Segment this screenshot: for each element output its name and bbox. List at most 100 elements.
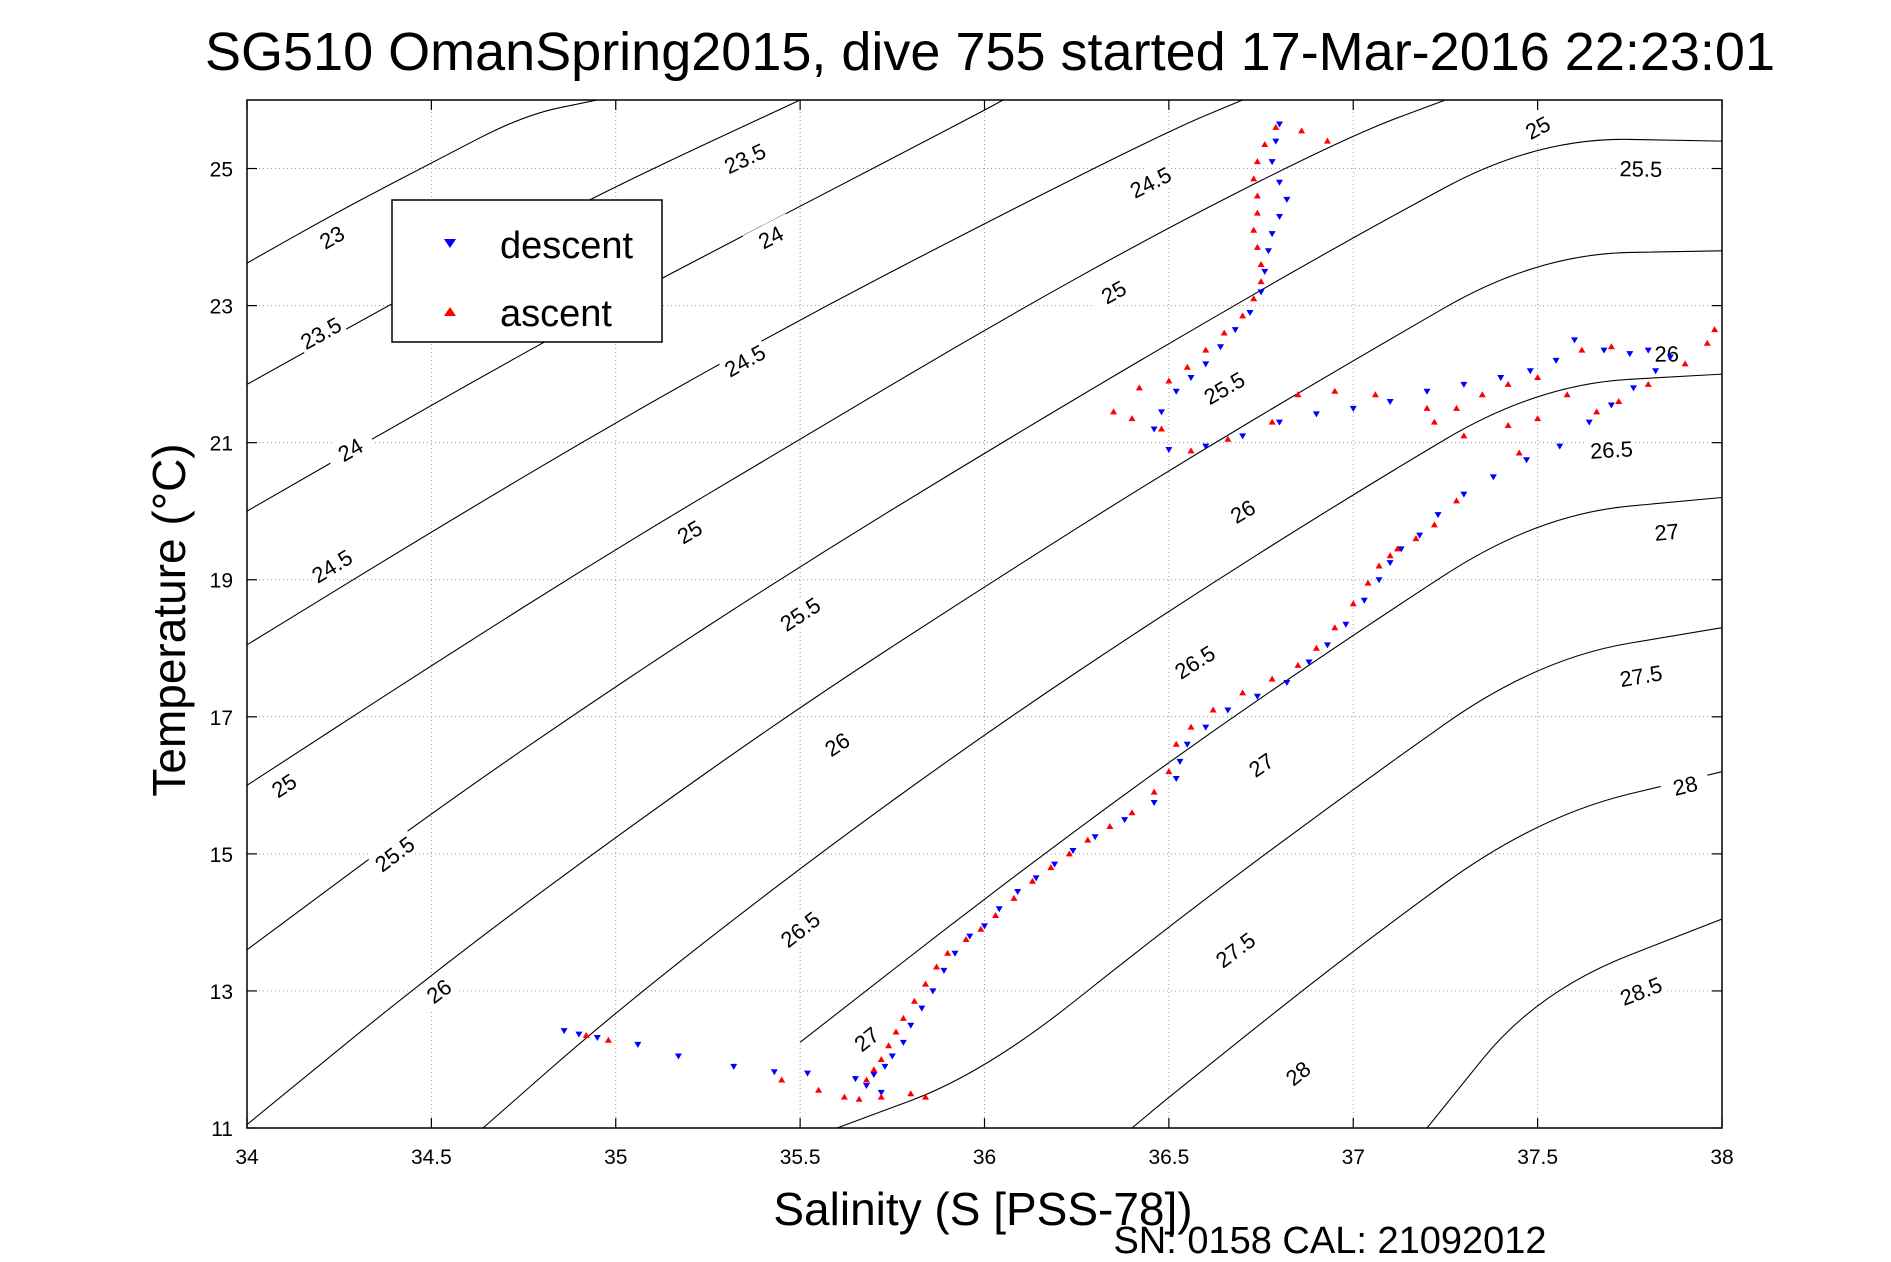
contour-label-background (1122, 158, 1178, 204)
ascent-point (1615, 398, 1623, 405)
density-contour-line (482, 373, 1722, 1128)
density-contour-line (836, 627, 1722, 1128)
density-contour-line (247, 138, 1722, 951)
ascent-point (1298, 127, 1306, 134)
descent-point (1416, 532, 1424, 539)
descent-point (1217, 344, 1224, 351)
ascent-point (1172, 740, 1180, 747)
descent-point (1360, 597, 1368, 604)
descent-point (1183, 741, 1191, 748)
descent-point (770, 1069, 778, 1076)
descent-point (1526, 368, 1534, 375)
ascent-point (1028, 877, 1036, 884)
ascent-point (1478, 391, 1486, 398)
ascent-point (1312, 644, 1320, 651)
ascent-point (1250, 295, 1258, 302)
y-tick-label: 25 (210, 159, 233, 182)
descent-point (1246, 309, 1254, 316)
descent-point (1268, 159, 1276, 166)
data-series (560, 121, 1719, 1102)
y-tick-label: 17 (210, 707, 233, 730)
y-tick-label: 19 (210, 570, 233, 593)
ascent-point (1534, 415, 1542, 422)
contour-label-background (1270, 1047, 1325, 1098)
legend: descent ascent (391, 199, 663, 343)
ascent-point (1453, 497, 1460, 504)
ascent-point (1253, 209, 1261, 216)
legend-descent-label: descent (500, 225, 634, 267)
ascent-point (1375, 562, 1383, 569)
footer-serial-calibration: SN: 0158 CAL: 21092012 (1113, 1220, 1546, 1262)
descent-point (1644, 347, 1652, 354)
ascent-point (604, 1036, 612, 1043)
contour-label-background (1233, 739, 1288, 789)
ascent-point (899, 1014, 907, 1021)
descent-point (981, 923, 988, 930)
x-tick-label: 35.5 (780, 1146, 821, 1169)
descent-point (1202, 443, 1210, 450)
descent-point (1283, 680, 1291, 687)
ascent-point (922, 1093, 929, 1100)
ascent-point (1183, 363, 1191, 370)
descent-point (877, 1089, 885, 1096)
ascent-point (1257, 278, 1265, 285)
ascent-point (1253, 192, 1261, 199)
descent-point (1386, 399, 1394, 406)
ascent-point (1430, 521, 1438, 528)
ascent-point (582, 1031, 590, 1038)
descent-point (1091, 834, 1099, 841)
descent-point (888, 1053, 896, 1060)
ascent-point (877, 1093, 885, 1100)
contour-label-text: 27 (1653, 519, 1680, 546)
ascent-point (1412, 535, 1420, 542)
descent-point (966, 933, 974, 940)
ascent-point (922, 980, 929, 987)
ascent-point (1268, 675, 1276, 682)
ascent-point (1504, 422, 1512, 429)
x-tick-label: 37.5 (1517, 1146, 1558, 1169)
descent-point (881, 1063, 889, 1070)
ascent-point (1364, 579, 1372, 586)
descent-point (1257, 289, 1265, 296)
ascent-point (1349, 600, 1357, 607)
ascent-point (1239, 312, 1247, 319)
density-contour-label: 24.5 (304, 541, 359, 589)
descent-point (1239, 433, 1247, 440)
descent-point (1626, 351, 1634, 358)
descent-point (1121, 817, 1129, 824)
ascent-point (1703, 339, 1711, 346)
contour-label-background (1641, 515, 1692, 546)
descent-point (1652, 368, 1660, 375)
density-contour-line (1426, 918, 1722, 1128)
descent-point (593, 1035, 601, 1042)
descent-point (1158, 409, 1165, 416)
x-tick-label: 36.5 (1148, 1146, 1189, 1169)
descent-point (1176, 758, 1184, 765)
descent-point (1231, 327, 1239, 334)
descent-point (1014, 889, 1022, 896)
descent-point (1423, 388, 1431, 395)
ascent-point (1261, 141, 1269, 148)
ascent-point (1593, 408, 1601, 415)
ascent-point (1268, 418, 1276, 425)
density-contour-line (799, 496, 1722, 1043)
y-tick-label: 13 (210, 981, 233, 1004)
descent-point (730, 1063, 738, 1070)
contour-label-background (322, 425, 378, 472)
descent-point (804, 1070, 811, 1077)
contour-label-background (1658, 766, 1712, 803)
ascent-point (944, 949, 952, 956)
contour-label-background (717, 135, 772, 180)
descent-point (560, 1028, 568, 1035)
descent-point (1397, 546, 1405, 553)
x-tick-label: 38 (1710, 1146, 1733, 1169)
descent-point (1276, 121, 1283, 128)
ascent-point (1578, 346, 1586, 353)
descent-point (1283, 196, 1291, 203)
descent-point (1276, 179, 1283, 186)
ascent-point (1644, 380, 1652, 387)
contour-label-background (1613, 969, 1668, 1011)
x-tick-label: 35 (604, 1146, 627, 1169)
contour-label-background (809, 719, 864, 768)
contour-label-background (1586, 434, 1637, 463)
